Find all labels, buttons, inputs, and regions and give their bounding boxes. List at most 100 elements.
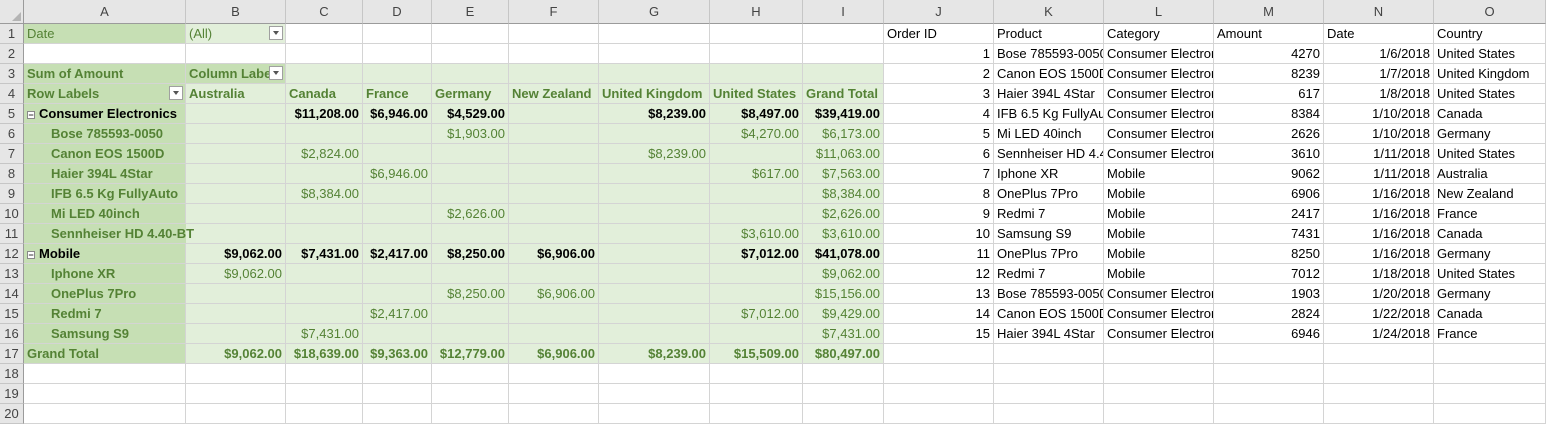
pivot-value[interactable]: $2,417.00 [363,304,432,324]
cell[interactable] [432,24,509,44]
cell[interactable] [1324,404,1434,424]
table-cell[interactable]: 1/8/2018 [1324,84,1434,104]
table-cell[interactable]: 1903 [1214,284,1324,304]
pivot-value[interactable] [286,264,363,284]
pivot-column-header[interactable]: Canada [286,84,363,104]
pivot-grand-total[interactable]: $6,906.00 [509,344,599,364]
cell[interactable] [994,344,1104,364]
table-cell[interactable]: Redmi 7 [994,204,1104,224]
pivot-value[interactable] [363,204,432,224]
column-header[interactable]: H [710,0,803,24]
pivot-group-total[interactable] [509,104,599,124]
pivot-value[interactable] [509,264,599,284]
pivot-cell[interactable] [432,64,509,84]
table-cell[interactable]: Sennheiser HD 4.40-BT [994,144,1104,164]
table-cell[interactable]: Canon EOS 1500D [994,64,1104,84]
pivot-value[interactable] [186,204,286,224]
column-header[interactable]: C [286,0,363,24]
pivot-grand-total-label[interactable]: Grand Total [24,344,186,364]
pivot-value[interactable] [710,264,803,284]
row-header[interactable]: 17 [0,344,24,364]
pivot-value[interactable] [286,164,363,184]
pivot-value[interactable]: $3,610.00 [710,224,803,244]
cell[interactable] [599,384,710,404]
pivot-value[interactable] [363,184,432,204]
pivot-row-labels[interactable]: Row Labels [24,84,186,104]
pivot-value[interactable] [599,204,710,224]
pivot-value[interactable] [599,284,710,304]
table-cell[interactable]: Consumer Electronics [1104,44,1214,64]
table-cell[interactable]: 8384 [1214,104,1324,124]
table-cell[interactable]: Consumer Electronics [1104,64,1214,84]
table-cell[interactable]: 1/16/2018 [1324,244,1434,264]
table-cell[interactable]: 13 [884,284,994,304]
pivot-item-row[interactable]: Sennheiser HD 4.40-BT [24,224,194,244]
pivot-value[interactable]: $7,563.00 [803,164,884,184]
row-header[interactable]: 8 [0,164,24,184]
cell[interactable] [24,384,186,404]
pivot-group-total[interactable]: $6,946.00 [363,104,432,124]
table-cell[interactable]: 1 [884,44,994,64]
table-cell[interactable]: OnePlus 7Pro [994,184,1104,204]
table-cell[interactable]: United Kingdom [1434,64,1546,84]
table-cell[interactable]: 1/11/2018 [1324,144,1434,164]
pivot-group-total[interactable]: $4,529.00 [432,104,509,124]
table-cell[interactable]: 4 [884,104,994,124]
pivot-group-total[interactable] [599,244,710,264]
row-header[interactable]: 1 [0,24,24,44]
cell[interactable] [363,364,432,384]
pivot-column-header[interactable]: United States [710,84,803,104]
pivot-value-field[interactable]: Sum of Amount [24,64,186,84]
table-header[interactable]: Order ID [884,24,994,44]
pivot-value[interactable]: $1,903.00 [432,124,509,144]
table-header[interactable]: Amount [1214,24,1324,44]
column-header[interactable]: B [186,0,286,24]
pivot-group-total[interactable] [186,104,286,124]
column-header[interactable]: G [599,0,710,24]
table-cell[interactable]: 7 [884,164,994,184]
pivot-item-row[interactable]: Bose 785593-0050 [24,124,186,144]
table-cell[interactable]: United States [1434,264,1546,284]
cell[interactable] [803,404,884,424]
cell[interactable] [1104,344,1214,364]
table-cell[interactable]: France [1434,204,1546,224]
pivot-filter-value[interactable]: (All) [186,24,286,44]
table-cell[interactable]: 1/16/2018 [1324,204,1434,224]
pivot-item-row[interactable]: OnePlus 7Pro [24,284,186,304]
pivot-value[interactable] [363,124,432,144]
pivot-value[interactable]: $9,429.00 [803,304,884,324]
pivot-group-total[interactable]: $2,417.00 [363,244,432,264]
row-header[interactable]: 10 [0,204,24,224]
pivot-value[interactable] [186,284,286,304]
pivot-value[interactable] [186,144,286,164]
pivot-value[interactable] [432,224,509,244]
pivot-group-total[interactable]: $41,078.00 [803,244,884,264]
cell[interactable] [286,364,363,384]
cell[interactable] [1214,344,1324,364]
row-header[interactable]: 14 [0,284,24,304]
pivot-value[interactable] [710,184,803,204]
table-cell[interactable]: Redmi 7 [994,264,1104,284]
pivot-group-total[interactable]: $6,906.00 [509,244,599,264]
cell[interactable] [509,404,599,424]
table-cell[interactable]: 1/18/2018 [1324,264,1434,284]
row-header[interactable]: 4 [0,84,24,104]
table-header[interactable]: Country [1434,24,1546,44]
table-cell[interactable]: 617 [1214,84,1324,104]
cell[interactable] [1104,364,1214,384]
pivot-value[interactable] [186,224,286,244]
pivot-item-row[interactable]: Haier 394L 4Star [24,164,186,184]
table-cell[interactable]: 2824 [1214,304,1324,324]
cell[interactable] [509,24,599,44]
select-all-corner[interactable] [0,0,24,24]
table-cell[interactable]: 8 [884,184,994,204]
table-cell[interactable]: 2 [884,64,994,84]
table-cell[interactable]: 1/10/2018 [1324,104,1434,124]
pivot-grand-total[interactable]: $9,363.00 [363,344,432,364]
table-cell[interactable]: Germany [1434,284,1546,304]
table-cell[interactable]: 7012 [1214,264,1324,284]
table-cell[interactable]: United States [1434,44,1546,64]
pivot-value[interactable] [509,204,599,224]
table-header[interactable]: Product [994,24,1104,44]
cell[interactable] [599,364,710,384]
